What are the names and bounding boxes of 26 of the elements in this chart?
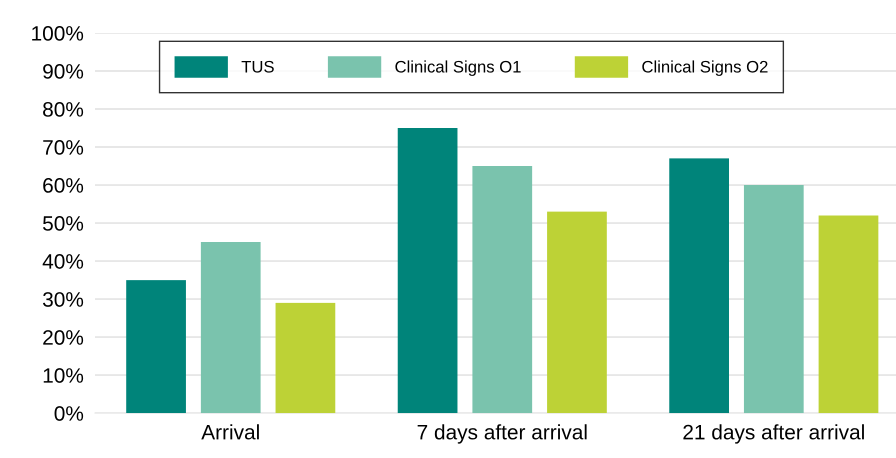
legend-label: Clinical Signs O2 xyxy=(642,60,768,76)
y-tick-label: 0% xyxy=(54,406,84,421)
y-tick-label: 60% xyxy=(43,178,84,193)
bar xyxy=(276,302,336,414)
y-tick-label: 20% xyxy=(43,330,84,345)
legend-label: Clinical Signs O1 xyxy=(395,60,521,76)
y-tick-label: 90% xyxy=(43,64,84,79)
bar xyxy=(472,166,532,414)
bar xyxy=(126,280,186,414)
y-tick-label: 50% xyxy=(43,216,84,231)
y-tick-label: 30% xyxy=(42,292,84,307)
bar xyxy=(200,242,261,414)
y-tick-label: 10% xyxy=(44,368,84,383)
bar xyxy=(547,212,607,414)
bar xyxy=(744,185,804,414)
y-tick-label: 80% xyxy=(43,102,84,117)
bar xyxy=(818,215,878,414)
x-tick-label: 7 days after arrival xyxy=(418,424,587,444)
y-tick-label: 70% xyxy=(43,140,84,155)
x-tick-label: 21 days after arrival xyxy=(683,424,864,444)
legend-label: TUS xyxy=(242,60,274,73)
bar xyxy=(398,128,458,414)
x-tick-label: Arrival xyxy=(201,424,259,440)
y-tick-label: 100% xyxy=(32,26,84,41)
y-tick-label: 40% xyxy=(42,254,84,269)
bar xyxy=(669,158,730,414)
